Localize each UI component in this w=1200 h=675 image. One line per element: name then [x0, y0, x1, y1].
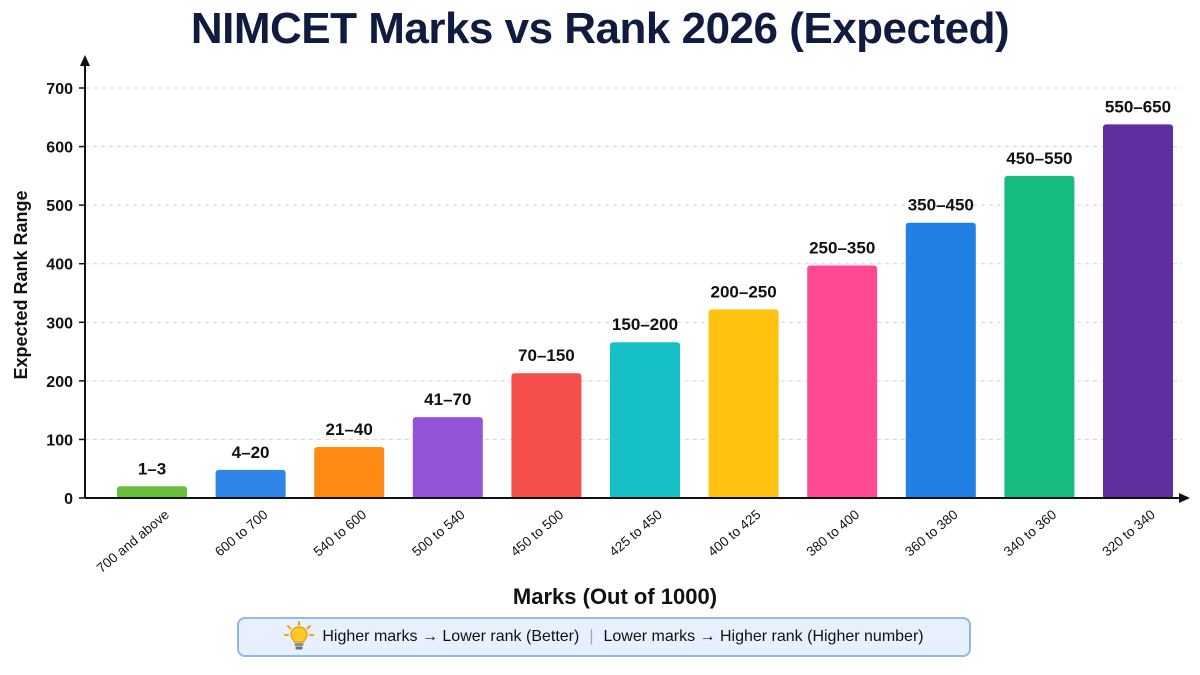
x-tick-label: 425 to 450 [606, 507, 665, 560]
lightbulb-icon [284, 621, 315, 650]
bar [215, 469, 286, 499]
data-label: 350–450 [908, 196, 974, 215]
bar [708, 309, 779, 499]
y-tick-label: 700 [46, 81, 73, 98]
x-tick-label: 700 and above [94, 507, 172, 576]
x-axis-label: Marks (Out of 1000) [513, 584, 717, 609]
data-label: 200–250 [711, 282, 777, 301]
bar [1004, 175, 1075, 499]
y-tick-label: 400 [46, 257, 73, 274]
y-tick-label: 100 [46, 432, 73, 449]
y-tick-label: 0 [64, 491, 73, 508]
gridlines [85, 87, 1182, 440]
chart-title: NIMCET Marks vs Rank 2026 (Expected) [190, 4, 1010, 53]
y-tick-labels: 0 100 200 300 400 500 600 700 [46, 81, 85, 508]
bar [314, 447, 385, 499]
bar [412, 417, 483, 499]
x-tick-labels: 700 and above 600 to 700 540 to 600 500 to … [94, 507, 1158, 576]
x-tick-label: 500 to 540 [409, 507, 468, 560]
axes [80, 55, 1190, 503]
bar [610, 342, 680, 499]
bar [511, 373, 582, 499]
y-tick-label: 500 [46, 198, 73, 215]
y-axis-label: Expected Rank Range [11, 190, 31, 379]
x-tick-label: 380 to 400 [804, 507, 863, 560]
note-separator: | [589, 628, 594, 645]
x-tick-label: 450 to 500 [508, 507, 567, 560]
x-axis-arrow [1179, 493, 1190, 503]
y-tick-label: 600 [46, 140, 73, 157]
data-label: 41–70 [424, 390, 471, 409]
x-tick-label: 360 to 380 [902, 507, 961, 560]
note-box: Higher marks → Lower rank (Better) | Low… [237, 617, 971, 657]
bar [807, 265, 878, 499]
x-tick-label: 320 to 340 [1099, 507, 1158, 560]
data-label: 4–20 [232, 443, 270, 462]
bar [117, 486, 187, 499]
data-label: 550–650 [1105, 97, 1171, 116]
y-tick-label: 200 [46, 374, 73, 391]
data-label: 250–350 [809, 238, 875, 257]
note-right-text: Lower marks → Higher rank (Higher number… [603, 628, 924, 645]
data-labels: 1–3 4–20 21–40 41–70 70–150 150–200 200–250 250… [138, 97, 1171, 478]
data-label: 450–550 [1006, 149, 1072, 168]
data-label: 150–200 [612, 315, 678, 334]
data-label: 70–150 [518, 346, 575, 365]
bars [117, 124, 1173, 500]
x-tick-label: 400 to 425 [705, 507, 764, 560]
x-tick-label: 600 to 700 [212, 507, 271, 560]
data-label: 1–3 [138, 459, 166, 478]
bar [905, 222, 976, 499]
y-tick-label: 300 [46, 315, 73, 332]
note-left-text: Higher marks → Lower rank (Better) [322, 628, 580, 645]
x-tick-label: 340 to 360 [1001, 507, 1060, 560]
bar [1103, 124, 1173, 500]
y-axis-arrow [80, 55, 90, 66]
data-label: 21–40 [326, 420, 373, 439]
x-tick-label: 540 to 600 [311, 507, 370, 560]
